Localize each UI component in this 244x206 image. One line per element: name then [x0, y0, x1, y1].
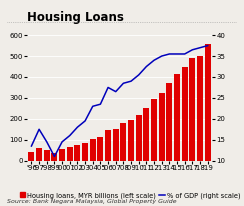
- Bar: [82, 143, 88, 161]
- Bar: [151, 99, 157, 161]
- Bar: [97, 137, 103, 161]
- Bar: [90, 139, 96, 161]
- Bar: [136, 115, 142, 161]
- Bar: [51, 153, 57, 161]
- Bar: [74, 145, 81, 161]
- Bar: [120, 123, 126, 161]
- Legend: Housing loans, MYR billions (left scale), % of GDP (right scale): Housing loans, MYR billions (left scale)…: [17, 190, 243, 201]
- Text: Housing Loans: Housing Loans: [27, 11, 124, 24]
- Bar: [29, 152, 34, 161]
- Bar: [189, 58, 195, 161]
- Bar: [113, 129, 119, 161]
- Bar: [182, 67, 188, 161]
- Text: Source: Bank Negara Malaysia, Global Property Guide: Source: Bank Negara Malaysia, Global Pro…: [7, 199, 177, 204]
- Bar: [36, 148, 42, 161]
- Bar: [159, 93, 165, 161]
- Bar: [128, 120, 134, 161]
- Bar: [197, 56, 203, 161]
- Bar: [67, 147, 73, 161]
- Bar: [59, 149, 65, 161]
- Bar: [174, 74, 180, 161]
- Bar: [105, 130, 111, 161]
- Bar: [166, 83, 172, 161]
- Bar: [44, 150, 50, 161]
- Bar: [205, 43, 211, 161]
- Bar: [143, 108, 149, 161]
